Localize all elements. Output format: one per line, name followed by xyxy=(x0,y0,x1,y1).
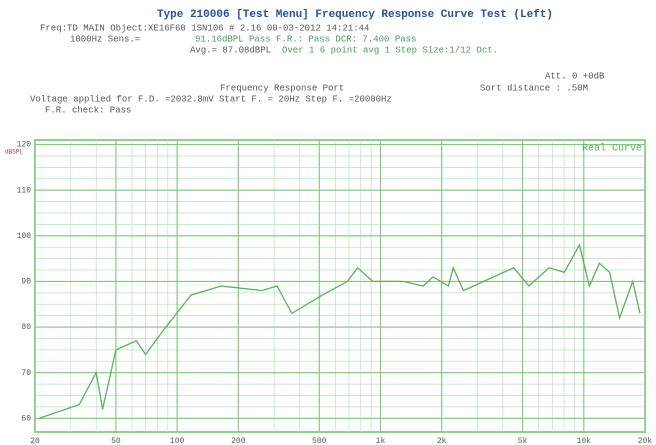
y-tick-label: 70 xyxy=(21,369,31,378)
title: Type 210006 [Test Menu] Frequency Respon… xyxy=(157,9,553,21)
x-tick-label: 50 xyxy=(111,437,121,445)
y-tick-label: 120 xyxy=(17,141,32,150)
header-line: 1000Hz Sens.= xyxy=(70,34,140,44)
x-tick-label: 20 xyxy=(30,437,40,445)
header-line: 91.16dBPL Pass F.R.: Pass DCR: 7.400 Pas… xyxy=(195,34,416,44)
y-tick-label: 60 xyxy=(21,414,31,423)
header-line: Over 1 6 point avg 1 Step Size:1/12 Oct. xyxy=(282,45,498,55)
x-tick-label: 2k xyxy=(437,437,447,445)
y-unit: dBSPL xyxy=(5,149,23,156)
header-line: F.R. check: Pass xyxy=(45,105,131,115)
y-tick-label: 90 xyxy=(21,278,31,287)
curve xyxy=(39,243,641,419)
header-line: Frequency Response Port xyxy=(220,83,344,93)
x-tick-label: 100 xyxy=(170,437,185,445)
header-line: Avg.= 87.08dBPL xyxy=(190,45,271,55)
x-tick-label: 500 xyxy=(312,437,327,445)
x-tick-label: 10k xyxy=(577,437,592,445)
header-line: Voltage applied for F.D. =2032.8mV Start… xyxy=(30,94,392,104)
y-tick-label: 80 xyxy=(21,323,31,332)
header-line: Sort distance : .50M xyxy=(480,83,588,93)
x-tick-label: 1k xyxy=(376,437,386,445)
header-line: Att. 0 +0dB xyxy=(545,71,605,81)
x-tick-label: 20k xyxy=(638,437,653,445)
legend-entry: Real Curve xyxy=(582,143,642,155)
x-tick-label: 200 xyxy=(231,437,246,445)
y-tick-label: 110 xyxy=(17,186,32,195)
x-tick-label: 5k xyxy=(518,437,528,445)
y-tick-label: 100 xyxy=(17,232,32,241)
header-line: Freq:TD MAIN Object:XE16F60 1SN106 # 2.1… xyxy=(40,23,369,33)
